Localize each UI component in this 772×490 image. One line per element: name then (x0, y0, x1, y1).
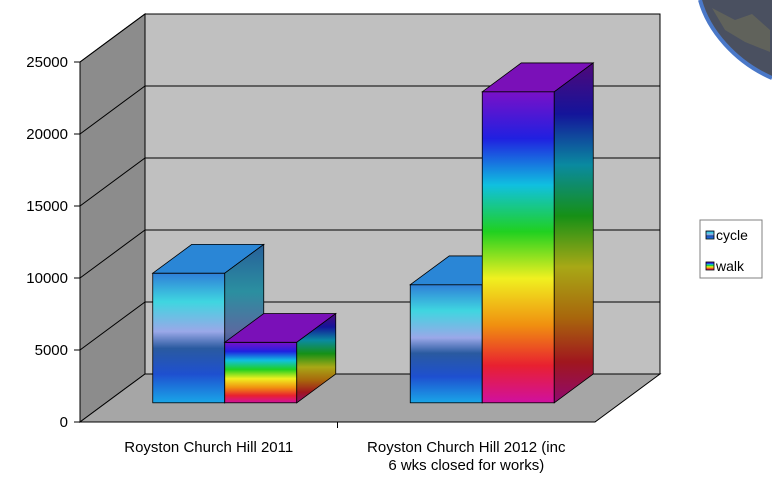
y-tick-label: 10000 (26, 270, 68, 287)
y-tick-label: 5000 (35, 342, 68, 359)
bar-front-walk (225, 342, 297, 402)
bar-front-cycle (410, 285, 482, 403)
bar-front-walk (482, 92, 554, 403)
corner-photo (700, 0, 772, 78)
category-label: 6 wks closed for works) (388, 457, 544, 474)
bar-side-walk (554, 63, 593, 403)
legend-label-cycle: cycle (716, 227, 748, 243)
legend-label-walk: walk (715, 258, 745, 274)
category-labels: Royston Church Hill 2011 Royston Church H… (124, 422, 566, 474)
y-tick-label: 20000 (26, 126, 68, 143)
category-label: Royston Church Hill 2012 (inc (367, 439, 566, 456)
category-label: Royston Church Hill 2011 (124, 439, 293, 456)
y-tick-label: 25000 (26, 54, 68, 71)
left-wall (80, 14, 145, 422)
bar-walk-1 (482, 63, 593, 403)
y-tick-label: 0 (60, 414, 68, 431)
legend: cycle walk (700, 220, 762, 278)
bar-front-cycle (153, 273, 225, 403)
y-tick-label: 15000 (26, 198, 68, 215)
legend-swatch-walk (706, 262, 714, 270)
legend-swatch-cycle (706, 231, 714, 239)
